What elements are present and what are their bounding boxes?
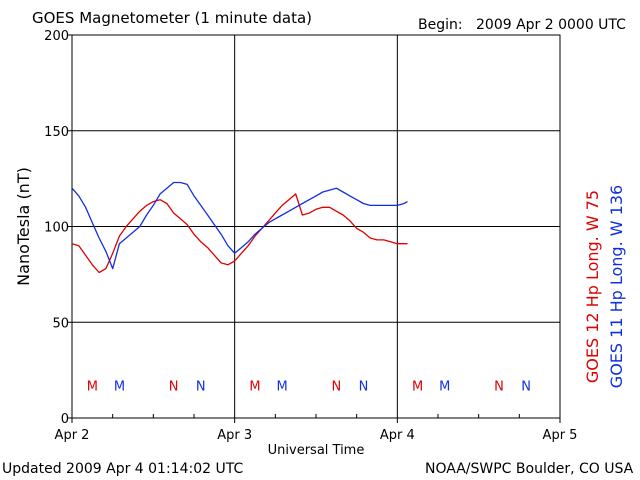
x-tick-label: Apr 4	[380, 428, 415, 443]
y-tick-label: 200	[44, 29, 69, 44]
series-line-goes-11	[71, 181, 408, 270]
y-tick-label: 150	[44, 125, 69, 140]
x-axis-label: Universal Time	[268, 443, 365, 458]
marker-m: M	[87, 379, 98, 394]
marker-n: N	[359, 379, 369, 394]
marker-n: N	[494, 379, 504, 394]
y-tick-label: 50	[52, 316, 69, 331]
y-axis-label: NanoTesla (nT)	[14, 167, 33, 286]
x-tick-label: Apr 5	[543, 428, 578, 443]
marker-m: M	[114, 379, 125, 394]
marker-n: N	[169, 379, 179, 394]
marker-m: M	[412, 379, 423, 394]
begin-value: 2009 Apr 2 0000 UTC	[476, 17, 626, 33]
marker-m: M	[249, 379, 260, 394]
marker-n: N	[521, 379, 531, 394]
legend-goes-12: GOES 12 Hp Long. W 75	[583, 190, 602, 383]
marker-n: N	[196, 379, 206, 394]
marker-m: M	[277, 379, 288, 394]
updated-timestamp: Updated 2009 Apr 4 01:14:02 UTC	[2, 461, 244, 477]
x-tick-label: Apr 3	[217, 428, 252, 443]
begin-label: Begin:	[418, 17, 463, 33]
chart-title: GOES Magnetometer (1 minute data)	[32, 9, 313, 27]
marker-m: M	[439, 379, 450, 394]
y-tick-label: 100	[44, 221, 69, 236]
y-tick-label: 0	[61, 412, 69, 427]
legend-goes-11: GOES 11 Hp Long. W 136	[607, 185, 626, 388]
credit-text: NOAA/SWPC Boulder, CO USA	[425, 461, 634, 477]
x-tick-label: Apr 2	[55, 428, 90, 443]
marker-n: N	[331, 379, 341, 394]
series-line-goes-12	[71, 193, 408, 274]
